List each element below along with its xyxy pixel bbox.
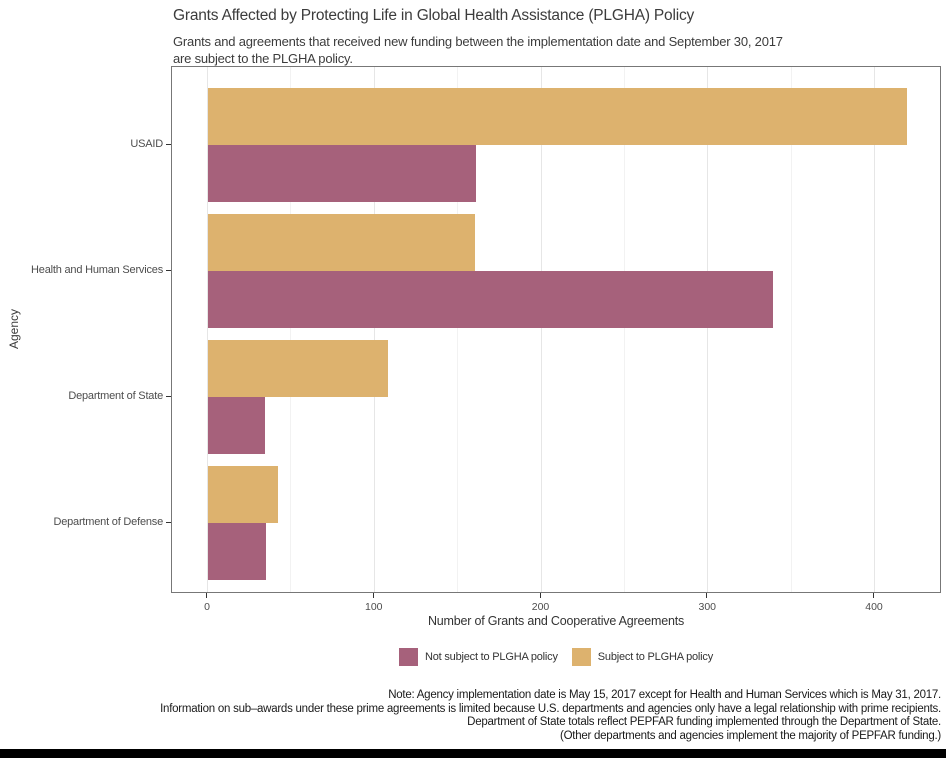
y-axis-category-label: Health and Human Services (31, 264, 163, 276)
gridline-major (874, 67, 875, 592)
note-line-1: Note: Agency implementation date is May … (388, 689, 941, 701)
note-line-2: Information on sub–awards under these pr… (160, 702, 941, 715)
legend: Not subject to PLGHA policy Subject to P… (171, 648, 941, 666)
chart-subtitle-line-1: Grants and agreements that received new … (173, 34, 783, 49)
gridline-major (540, 67, 542, 592)
x-tick-label: 0 (204, 601, 210, 613)
x-tick (706, 593, 708, 598)
chart-subtitle-line-2: are subject to the PLGHA policy. (173, 51, 353, 66)
x-axis-title: Number of Grants and Cooperative Agreeme… (427, 614, 685, 628)
y-axis-title: Agency (7, 308, 21, 350)
y-tick (166, 522, 171, 523)
bar-health-and-human-services-subject-to-plgha-policy (208, 214, 475, 271)
x-tick (372, 593, 374, 598)
bottom-black-bar (0, 749, 946, 758)
x-tick (539, 593, 541, 598)
legend-item-subject: Subject to PLGHA policy (571, 648, 714, 666)
notes: Note: Agency implementation date is May … (0, 689, 941, 743)
note-line-3: Department of State totals reflect PEPFA… (467, 716, 941, 729)
y-axis-category-label: Department of Defense (53, 516, 163, 528)
gridline-minor (623, 67, 625, 592)
y-axis-category-label: Department of State (68, 390, 163, 402)
y-axis-category-label: USAID (130, 138, 163, 150)
legend-item-not-subject: Not subject to PLGHA policy (398, 648, 558, 666)
bar-usaid-subject-to-plgha-policy (208, 88, 907, 145)
gridline-minor (290, 67, 292, 592)
chart-title: Grants Affected by Protecting Life in Gl… (173, 7, 695, 24)
x-tick-label: 400 (865, 601, 883, 613)
chart-subtitle: Grants and agreements that received new … (173, 33, 783, 67)
legend-label-not-subject: Not subject to PLGHA policy (424, 651, 558, 663)
x-tick (206, 593, 207, 598)
note-line-4: (Other departments and agencies implemen… (559, 729, 941, 742)
x-tick-label: 300 (698, 601, 717, 613)
bar-usaid-not-subject-to-plgha-policy (208, 145, 477, 202)
gridline-major (707, 67, 709, 592)
y-tick (166, 270, 171, 271)
bar-department-of-state-subject-to-plgha-policy (208, 340, 389, 397)
gridline-major (373, 67, 375, 592)
gridline-major (207, 67, 208, 592)
y-tick (166, 144, 171, 145)
bar-department-of-defense-not-subject-to-plgha-policy (208, 523, 267, 580)
x-tick-label: 100 (364, 601, 383, 613)
x-tick-label: 200 (531, 601, 550, 613)
x-tick (873, 593, 874, 598)
legend-swatch-not-subject (398, 648, 418, 666)
bar-department-of-defense-subject-to-plgha-policy (208, 466, 279, 523)
legend-label-subject: Subject to PLGHA policy (597, 651, 714, 663)
legend-swatch-subject (571, 648, 591, 666)
y-tick (166, 396, 171, 397)
bar-department-of-state-not-subject-to-plgha-policy (208, 397, 265, 454)
plot-panel (171, 66, 941, 593)
gridline-minor (457, 67, 459, 592)
gridline-minor (790, 67, 792, 592)
bar-health-and-human-services-not-subject-to-plgha-policy (208, 271, 774, 328)
